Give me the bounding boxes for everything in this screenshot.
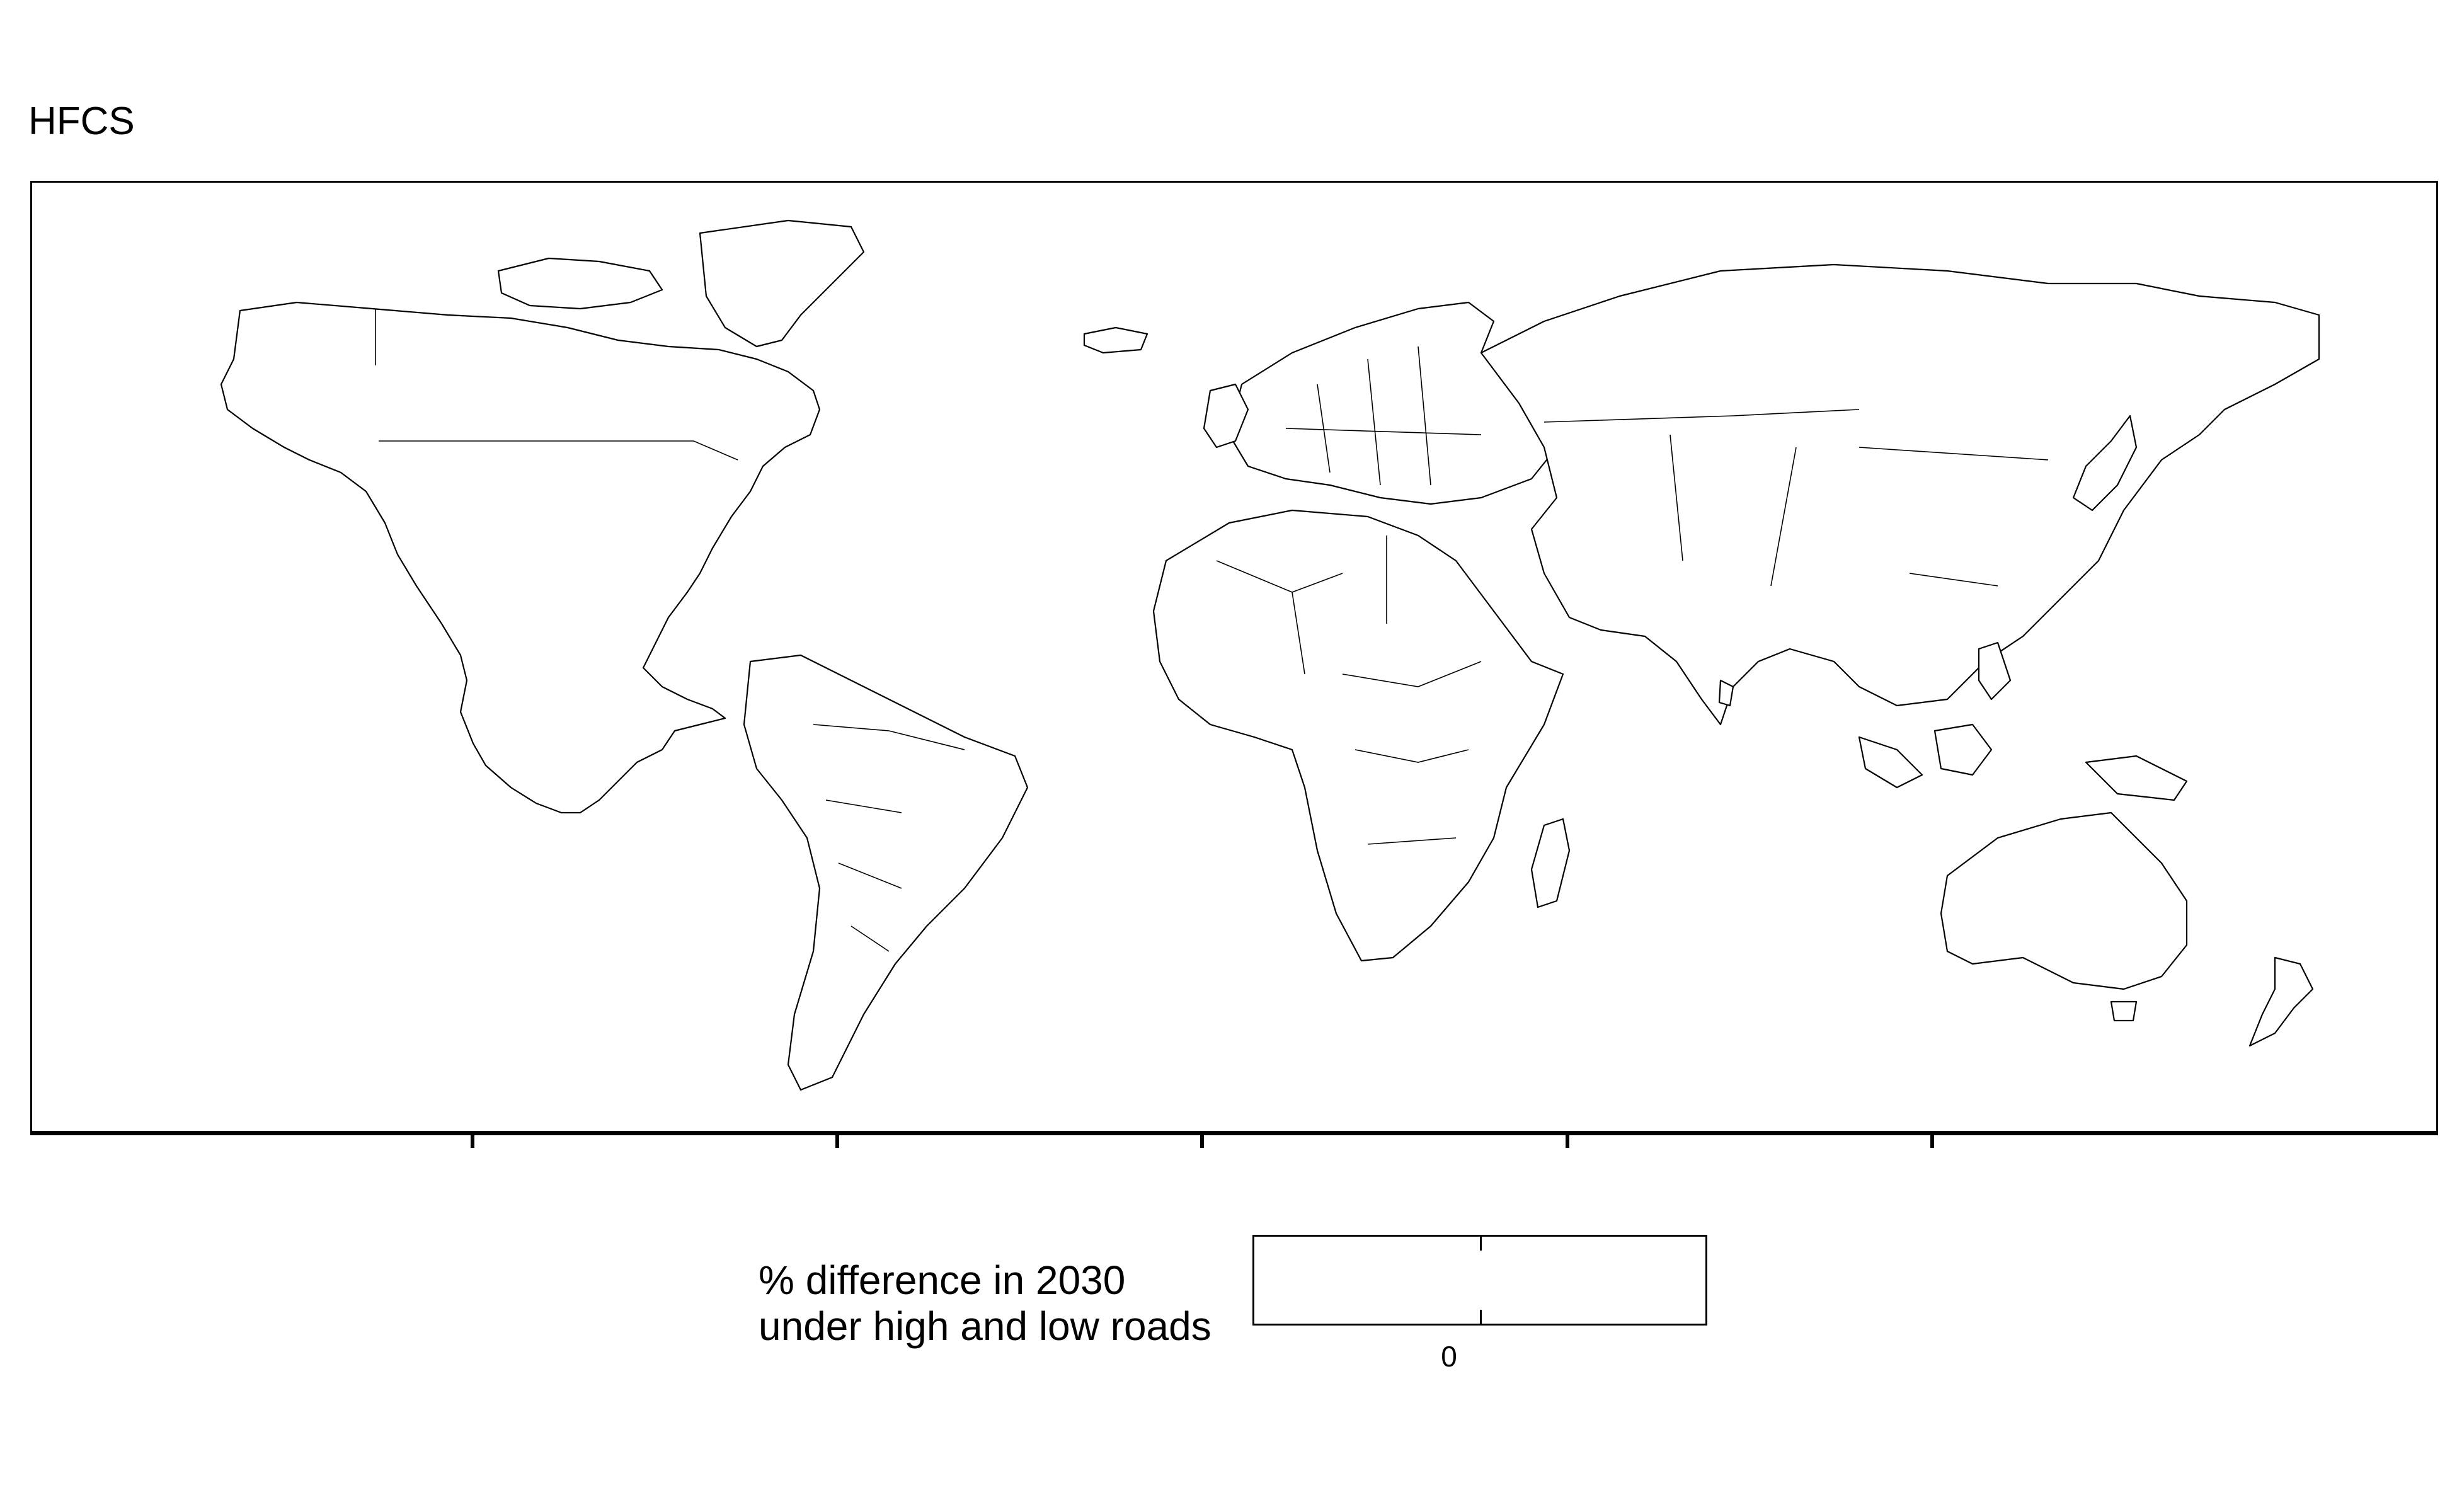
british-isles: [1203, 383, 1249, 449]
new-guinea: [2085, 755, 2188, 801]
x-axis-tick: [835, 1135, 839, 1148]
europe-borders: [1285, 346, 1482, 486]
south-america: [743, 654, 1029, 1091]
x-axis-line: [30, 1131, 2438, 1135]
us-canada-border: [379, 440, 738, 461]
x-axis-tick: [1930, 1135, 1934, 1148]
north-america: [220, 301, 821, 814]
legend-tick-label: 0: [1441, 1340, 1457, 1373]
africa-borders: [1216, 536, 1482, 845]
africa: [1152, 509, 1564, 962]
legend-title: % difference in 2030 under high and low …: [759, 1257, 1211, 1349]
borneo: [1933, 723, 1993, 776]
map-panel: [30, 181, 2438, 1131]
legend-tick: [1480, 1310, 1482, 1324]
philippines: [1978, 641, 2012, 701]
legend-title-line1: % difference in 2030: [759, 1257, 1126, 1303]
greenland: [699, 219, 865, 348]
arctic-islands: [497, 257, 663, 310]
japan: [2072, 415, 2138, 512]
legend-tick: [1480, 1237, 1482, 1251]
world-map: [220, 219, 2320, 1091]
asia: [1480, 263, 2320, 726]
indonesia: [1858, 736, 1923, 789]
south-america-borders: [813, 724, 965, 952]
sri-lanka: [1718, 679, 1734, 707]
madagascar: [1530, 818, 1571, 908]
new-zealand: [2248, 956, 2314, 1047]
map-title: HFCS: [28, 100, 135, 143]
x-axis-tick: [1200, 1135, 1204, 1148]
iceland: [1083, 326, 1148, 354]
europe: [1228, 301, 1558, 505]
legend-colorbar: [1252, 1235, 1707, 1326]
australia: [1940, 811, 2188, 990]
legend-title-line2: under high and low roads: [759, 1303, 1211, 1349]
asia-borders: [1544, 409, 2049, 587]
x-axis-tick: [1566, 1135, 1569, 1148]
x-axis-tick: [471, 1135, 474, 1148]
tasmania: [2110, 1000, 2138, 1022]
